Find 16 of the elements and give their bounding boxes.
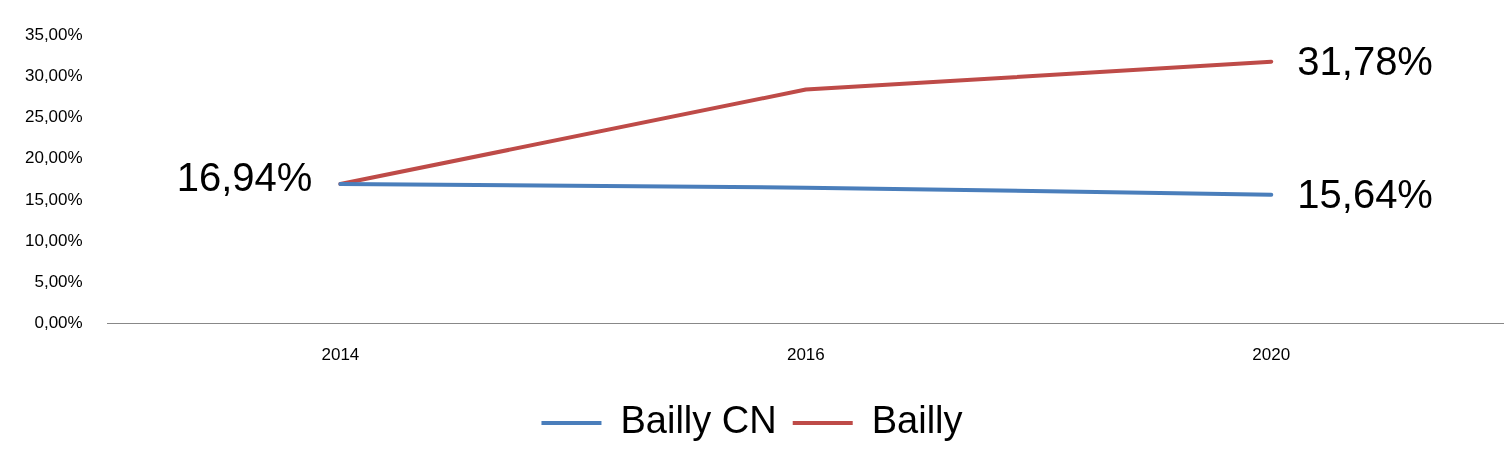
y-tick-label: 35,00% [24, 24, 83, 44]
data-label: 16,94% [176, 155, 313, 200]
y-tick-label: 5,00% [34, 272, 83, 292]
y-tick-label: 25,00% [24, 107, 83, 127]
legend-label: Bailly [871, 399, 963, 442]
y-tick-label: 0,00% [34, 313, 83, 333]
x-tick-label: 2020 [1252, 345, 1291, 365]
data-label: 15,64% [1297, 171, 1433, 216]
data-label: 31,78% [1297, 38, 1433, 83]
y-tick-label: 30,00% [24, 66, 83, 86]
y-tick-label: 20,00% [24, 148, 83, 168]
legend-label: Bailly CN [620, 399, 777, 442]
x-tick-label: 2016 [786, 345, 825, 365]
y-tick-label: 15,00% [24, 189, 83, 209]
y-tick-label: 10,00% [24, 230, 83, 250]
x-tick-label: 2014 [321, 345, 360, 365]
